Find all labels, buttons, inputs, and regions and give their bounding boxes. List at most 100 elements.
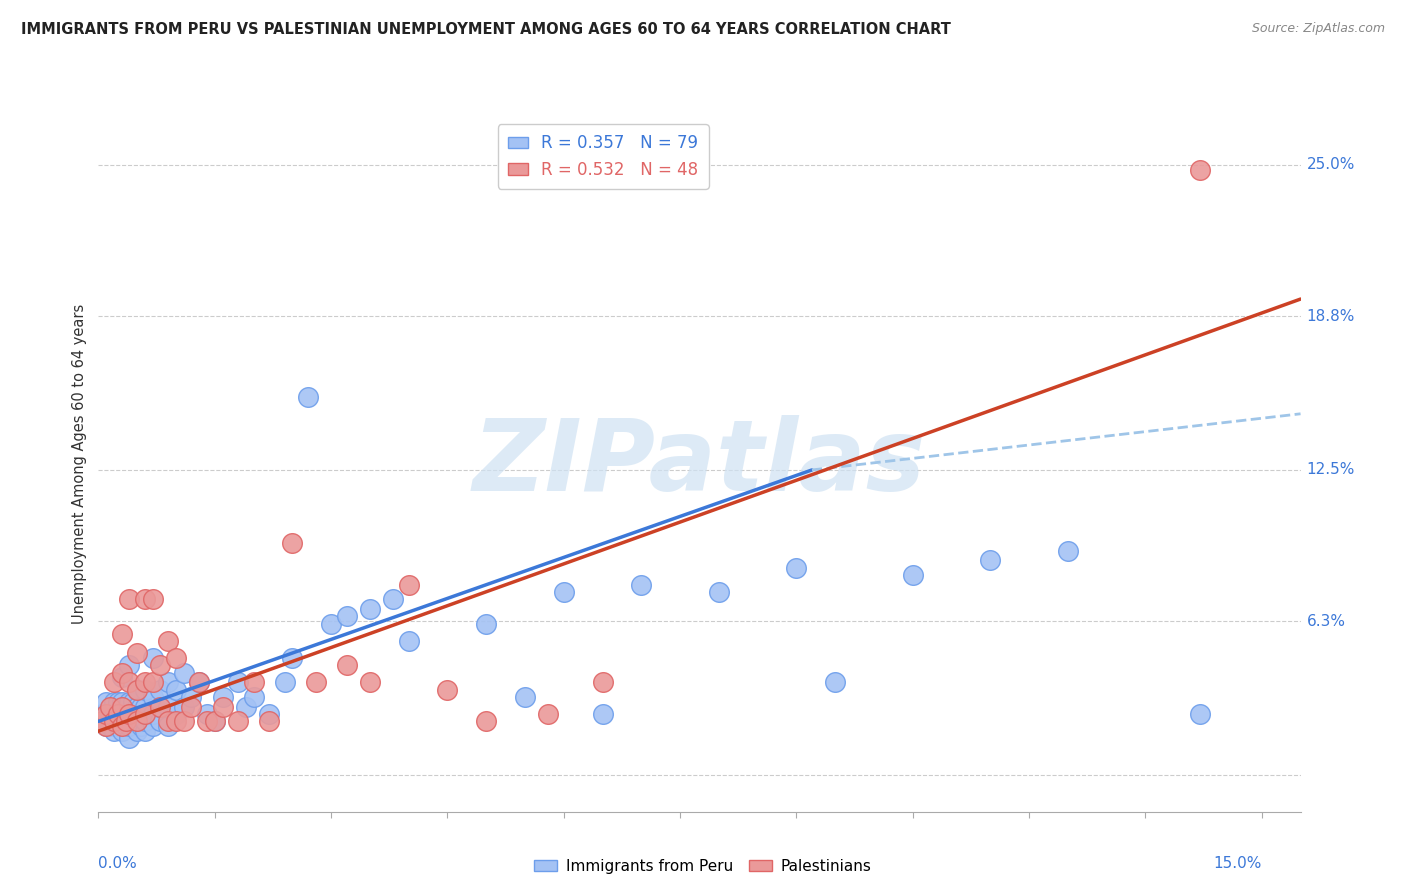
- Point: [382, 592, 405, 607]
- Y-axis label: Unemployment Among Ages 60 to 64 years: Unemployment Among Ages 60 to 64 years: [72, 303, 87, 624]
- Point: [103, 714, 125, 729]
- Legend: Immigrants from Peru, Palestinians: Immigrants from Peru, Palestinians: [529, 853, 877, 880]
- Point: [103, 714, 125, 729]
- Point: [127, 646, 149, 660]
- Point: [134, 707, 156, 722]
- Point: [111, 714, 134, 729]
- Point: [149, 658, 172, 673]
- Point: [103, 675, 125, 690]
- Point: [336, 658, 359, 673]
- Point: [157, 633, 180, 648]
- Point: [979, 553, 1001, 567]
- Point: [118, 707, 141, 722]
- Point: [273, 675, 295, 690]
- Point: [91, 714, 114, 729]
- Point: [157, 675, 180, 690]
- Point: [707, 585, 730, 599]
- Point: [118, 719, 141, 733]
- Point: [127, 724, 149, 739]
- Point: [235, 699, 257, 714]
- Point: [242, 675, 264, 690]
- Point: [111, 724, 134, 739]
- Point: [188, 675, 211, 690]
- Point: [142, 719, 165, 733]
- Point: [118, 707, 141, 722]
- Point: [98, 719, 121, 733]
- Point: [149, 699, 172, 714]
- Point: [111, 719, 134, 733]
- Point: [157, 719, 180, 733]
- Point: [475, 714, 498, 729]
- Point: [165, 707, 187, 722]
- Point: [96, 719, 118, 733]
- Point: [98, 707, 121, 722]
- Point: [475, 616, 498, 631]
- Point: [118, 731, 141, 746]
- Legend: R = 0.357   N = 79, R = 0.532   N = 48: R = 0.357 N = 79, R = 0.532 N = 48: [498, 124, 709, 188]
- Point: [134, 675, 156, 690]
- Point: [111, 626, 134, 640]
- Point: [195, 714, 218, 729]
- Point: [257, 707, 280, 722]
- Point: [111, 670, 134, 684]
- Point: [359, 602, 381, 616]
- Point: [127, 714, 149, 729]
- Point: [142, 675, 165, 690]
- Point: [134, 682, 156, 697]
- Point: [398, 577, 420, 591]
- Point: [180, 690, 202, 704]
- Text: IMMIGRANTS FROM PERU VS PALESTINIAN UNEMPLOYMENT AMONG AGES 60 TO 64 YEARS CORRE: IMMIGRANTS FROM PERU VS PALESTINIAN UNEM…: [21, 22, 950, 37]
- Point: [91, 707, 114, 722]
- Point: [901, 568, 924, 582]
- Point: [118, 675, 141, 690]
- Point: [149, 682, 172, 697]
- Point: [195, 707, 218, 722]
- Point: [173, 699, 195, 714]
- Point: [173, 665, 195, 680]
- Point: [127, 714, 149, 729]
- Point: [785, 560, 807, 574]
- Point: [142, 592, 165, 607]
- Point: [122, 714, 145, 729]
- Point: [103, 695, 125, 709]
- Point: [1188, 707, 1211, 722]
- Point: [142, 651, 165, 665]
- Text: ZIPatlas: ZIPatlas: [472, 416, 927, 512]
- Point: [297, 390, 319, 404]
- Point: [204, 714, 226, 729]
- Point: [142, 690, 165, 704]
- Point: [111, 665, 134, 680]
- Point: [319, 616, 342, 631]
- Point: [513, 690, 536, 704]
- Point: [304, 675, 326, 690]
- Point: [553, 585, 575, 599]
- Point: [281, 536, 304, 550]
- Point: [188, 675, 211, 690]
- Point: [165, 714, 187, 729]
- Point: [1188, 162, 1211, 177]
- Point: [436, 682, 458, 697]
- Point: [149, 699, 172, 714]
- Point: [226, 675, 249, 690]
- Text: 15.0%: 15.0%: [1213, 855, 1261, 871]
- Text: 12.5%: 12.5%: [1306, 462, 1355, 477]
- Point: [127, 682, 149, 697]
- Point: [537, 707, 560, 722]
- Point: [111, 707, 134, 722]
- Point: [398, 633, 420, 648]
- Point: [134, 699, 156, 714]
- Text: 6.3%: 6.3%: [1306, 614, 1346, 629]
- Point: [281, 651, 304, 665]
- Point: [118, 695, 141, 709]
- Point: [96, 707, 118, 722]
- Point: [173, 714, 195, 729]
- Point: [122, 695, 145, 709]
- Point: [118, 658, 141, 673]
- Point: [336, 609, 359, 624]
- Point: [180, 699, 202, 714]
- Point: [630, 577, 652, 591]
- Point: [149, 714, 172, 729]
- Text: Source: ZipAtlas.com: Source: ZipAtlas.com: [1251, 22, 1385, 36]
- Point: [103, 707, 125, 722]
- Point: [134, 714, 156, 729]
